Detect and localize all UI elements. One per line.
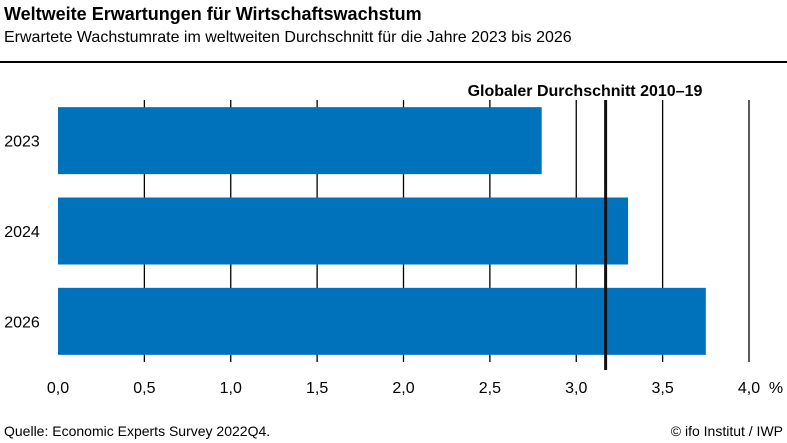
x-tick-label: 0,0 [47,380,69,397]
header-divider [0,61,787,63]
chart-subtitle: Erwartete Wachstumrate im weltweiten Dur… [4,29,572,46]
chart-title: Weltweite Erwartungen für Wirtschaftswac… [4,4,422,24]
y-category-label: 2024 [4,224,40,241]
bar-2026 [58,287,706,355]
y-category-label: 2023 [4,134,40,151]
x-tick-label: 3,5 [652,380,674,397]
x-tick-label: 0,5 [133,380,155,397]
bar-2024 [58,197,629,265]
bar-2023 [58,107,542,175]
x-tick-label: 2,0 [392,380,414,397]
x-tick-label: 4,0 [738,380,760,397]
source-note: Quelle: Economic Experts Survey 2022Q4. [4,423,271,439]
x-unit-label: % [769,380,783,397]
y-category-label: 2026 [4,314,40,331]
x-tick-label: 3,0 [565,380,587,397]
credit-note: © ifo Institut / IWP [670,423,783,439]
x-tick-label: 2,5 [479,380,501,397]
x-tick-label: 1,5 [306,380,328,397]
reference-line-label: Globaler Durchschnitt 2010–19 [468,83,703,100]
x-tick-label: 1,0 [220,380,242,397]
